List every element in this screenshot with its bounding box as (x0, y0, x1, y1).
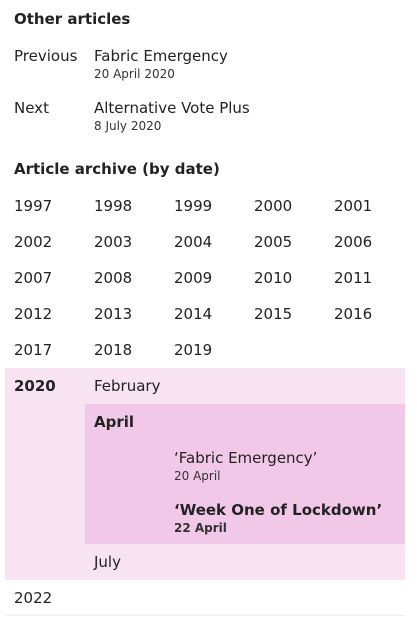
next-article-date: 8 July 2020 (94, 119, 162, 133)
divider (5, 615, 405, 616)
year-link[interactable]: 2001 (334, 197, 373, 215)
month-link[interactable]: February (94, 377, 161, 395)
year-link[interactable]: 2013 (94, 305, 133, 323)
year-link[interactable]: 2008 (94, 269, 133, 287)
article-date: 20 April (174, 469, 221, 483)
year-link[interactable]: 2015 (254, 305, 293, 323)
year-link[interactable]: 2004 (174, 233, 213, 251)
year-link[interactable]: 1999 (174, 197, 213, 215)
year-link[interactable]: 2009 (174, 269, 213, 287)
current-article-date: 22 April (174, 521, 227, 535)
next-label: Next (14, 99, 49, 117)
year-link[interactable]: 1997 (14, 197, 53, 215)
other-articles-heading: Other articles (14, 10, 131, 28)
year-link[interactable]: 2006 (334, 233, 373, 251)
previous-article-link[interactable]: Fabric Emergency (94, 47, 228, 65)
current-month: April (94, 413, 135, 431)
year-link[interactable]: 2007 (14, 269, 53, 287)
next-article-link[interactable]: Alternative Vote Plus (94, 99, 250, 117)
month-link[interactable]: July (94, 553, 121, 571)
previous-label: Previous (14, 47, 78, 65)
year-link[interactable]: 2012 (14, 305, 53, 323)
article-link[interactable]: ‘Fabric Emergency’ (174, 449, 318, 467)
year-link[interactable]: 2016 (334, 305, 373, 323)
year-link[interactable]: 1998 (94, 197, 133, 215)
year-link[interactable]: 2005 (254, 233, 293, 251)
year-link[interactable]: 2011 (334, 269, 373, 287)
year-link[interactable]: 2017 (14, 341, 53, 359)
year-link[interactable]: 2019 (174, 341, 213, 359)
archive-heading: Article archive (by date) (14, 160, 220, 178)
year-link[interactable]: 2000 (254, 197, 293, 215)
year-link[interactable]: 2002 (14, 233, 53, 251)
year-link[interactable]: 2022 (14, 589, 53, 607)
current-year: 2020 (14, 377, 56, 395)
year-link[interactable]: 2003 (94, 233, 133, 251)
current-month-panel (85, 404, 405, 544)
year-link[interactable]: 2018 (94, 341, 133, 359)
previous-article-date: 20 April 2020 (94, 67, 175, 81)
current-article-title: ‘Week One of Lockdown’ (174, 501, 383, 519)
year-link[interactable]: 2014 (174, 305, 213, 323)
year-link[interactable]: 2010 (254, 269, 293, 287)
